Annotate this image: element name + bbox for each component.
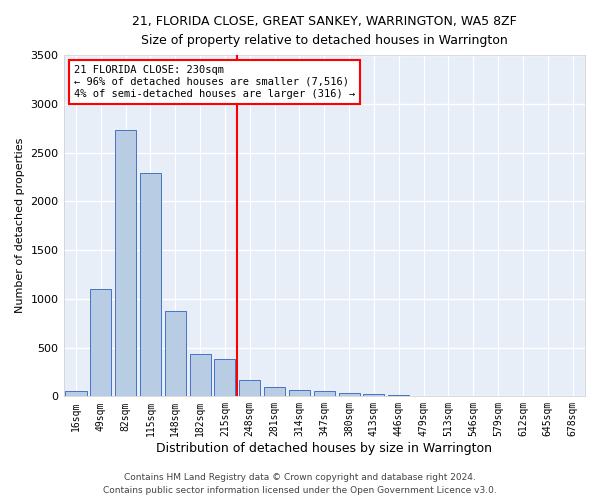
Bar	[239, 380, 260, 396]
Text: Contains HM Land Registry data © Crown copyright and database right 2024.
Contai: Contains HM Land Registry data © Crown c…	[103, 474, 497, 495]
Text: 21 FLORIDA CLOSE: 230sqm
← 96% of detached houses are smaller (7,516)
4% of semi: 21 FLORIDA CLOSE: 230sqm ← 96% of detach…	[74, 66, 355, 98]
Bar	[314, 391, 335, 396]
Bar	[289, 390, 310, 396]
Title: 21, FLORIDA CLOSE, GREAT SANKEY, WARRINGTON, WA5 8ZF
Size of property relative t: 21, FLORIDA CLOSE, GREAT SANKEY, WARRING…	[132, 15, 517, 47]
Bar	[140, 173, 161, 396]
Bar	[264, 387, 285, 396]
Y-axis label: Number of detached properties: Number of detached properties	[15, 138, 25, 314]
Bar	[338, 393, 359, 396]
Bar	[165, 310, 186, 396]
X-axis label: Distribution of detached houses by size in Warrington: Distribution of detached houses by size …	[156, 442, 492, 455]
Bar	[214, 360, 235, 397]
Bar	[388, 394, 409, 396]
Bar	[190, 354, 211, 397]
Bar	[90, 289, 112, 397]
Bar	[364, 394, 385, 396]
Bar	[65, 392, 86, 396]
Bar	[115, 130, 136, 396]
